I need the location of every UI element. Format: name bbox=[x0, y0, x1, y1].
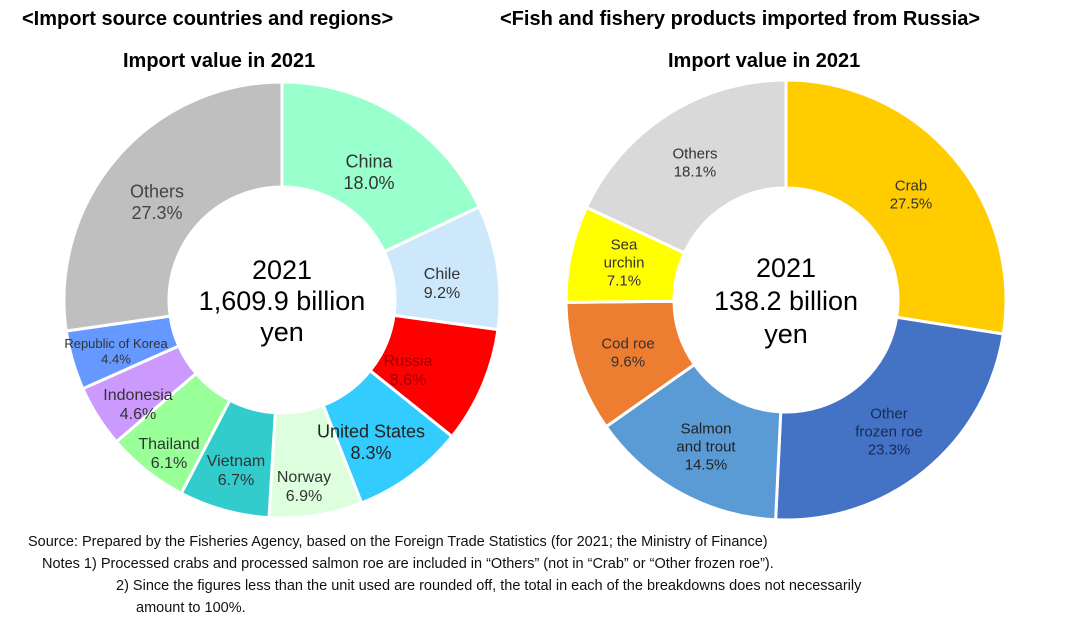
right-label-sea-urchin: Sea urchin 7.1% bbox=[604, 236, 645, 289]
left-label-thailand: Thailand 6.1% bbox=[138, 436, 199, 472]
right-value-other-frozen-roe: 23.3% bbox=[868, 441, 911, 458]
left-label-indonesia: Indonesia 4.6% bbox=[103, 387, 172, 423]
left-value-republic-of-korea: 4.4% bbox=[101, 351, 131, 366]
left-label-chile: Chile 9.2% bbox=[424, 266, 461, 302]
right-label-cod-roe: Cod roe 9.6% bbox=[601, 335, 654, 370]
right-label-other-frozen-roe: Other frozen roe 23.3% bbox=[855, 405, 923, 458]
left-slice-china bbox=[280, 80, 482, 254]
right-value-salmon-and-trout: 14.5% bbox=[685, 456, 728, 473]
source-note: Source: Prepared by the Fisheries Agency… bbox=[28, 534, 768, 550]
left-chart-subtitle: Import value in 2021 bbox=[123, 50, 316, 72]
right-label-others: Others 18.1% bbox=[672, 145, 717, 180]
right-label-crab: Crab 27.5% bbox=[890, 177, 933, 212]
left-value-thailand: 6.1% bbox=[151, 455, 187, 472]
left-value-vietnam: 6.7% bbox=[218, 472, 254, 489]
note-2-continued: amount to 100%. bbox=[136, 600, 246, 616]
note-1: Notes 1) Processed crabs and processed s… bbox=[42, 556, 774, 572]
left-value-russia: 8.6% bbox=[390, 372, 426, 389]
left-label-others: Others 27.3% bbox=[130, 182, 184, 224]
left-label-norway: Norway 6.9% bbox=[277, 469, 331, 505]
left-slice-others bbox=[62, 80, 284, 333]
left-value-indonesia: 4.6% bbox=[120, 406, 156, 423]
left-label-vietnam: Vietnam 6.7% bbox=[207, 453, 265, 489]
right-value-sea-urchin: 7.1% bbox=[607, 272, 641, 289]
right-label-salmon-and-trout: Salmon and trout 14.5% bbox=[676, 420, 736, 473]
left-label-united-states: United States 8.3% bbox=[317, 422, 425, 464]
left-chart-title: <Import source countries and regions> bbox=[22, 8, 394, 30]
left-value-chile: 9.2% bbox=[424, 285, 460, 302]
left-value-norway: 6.9% bbox=[286, 488, 322, 505]
left-label-republic-of-korea: Republic of Korea 4.4% bbox=[64, 336, 168, 367]
left-value-others: 27.3% bbox=[131, 203, 182, 223]
right-slice-salmon-and-trout bbox=[604, 362, 783, 522]
note-2: 2) Since the figures less than the unit … bbox=[116, 578, 862, 594]
left-center-total: 2021 1,609.9 billion yen bbox=[199, 255, 366, 347]
right-slice-other-frozen-roe bbox=[774, 315, 1006, 522]
right-chart-subtitle: Import value in 2021 bbox=[668, 50, 861, 72]
left-value-china: 18.0% bbox=[343, 173, 394, 193]
right-value-cod-roe: 9.6% bbox=[611, 353, 645, 370]
right-center-total: 2021 138.2 billion yen bbox=[714, 253, 858, 349]
left-value-united-states: 8.3% bbox=[350, 443, 391, 463]
right-value-others: 18.1% bbox=[674, 163, 717, 180]
right-slice-others bbox=[584, 78, 788, 255]
chart-notes: Source: Prepared by the Fisheries Agency… bbox=[28, 531, 861, 619]
left-label-russia: Russia 8.6% bbox=[384, 353, 433, 389]
right-value-crab: 27.5% bbox=[890, 195, 933, 212]
right-chart-title: <Fish and fishery products imported from… bbox=[500, 8, 981, 30]
right-slice-crab bbox=[784, 78, 1008, 336]
left-label-china: China 18.0% bbox=[343, 152, 394, 194]
